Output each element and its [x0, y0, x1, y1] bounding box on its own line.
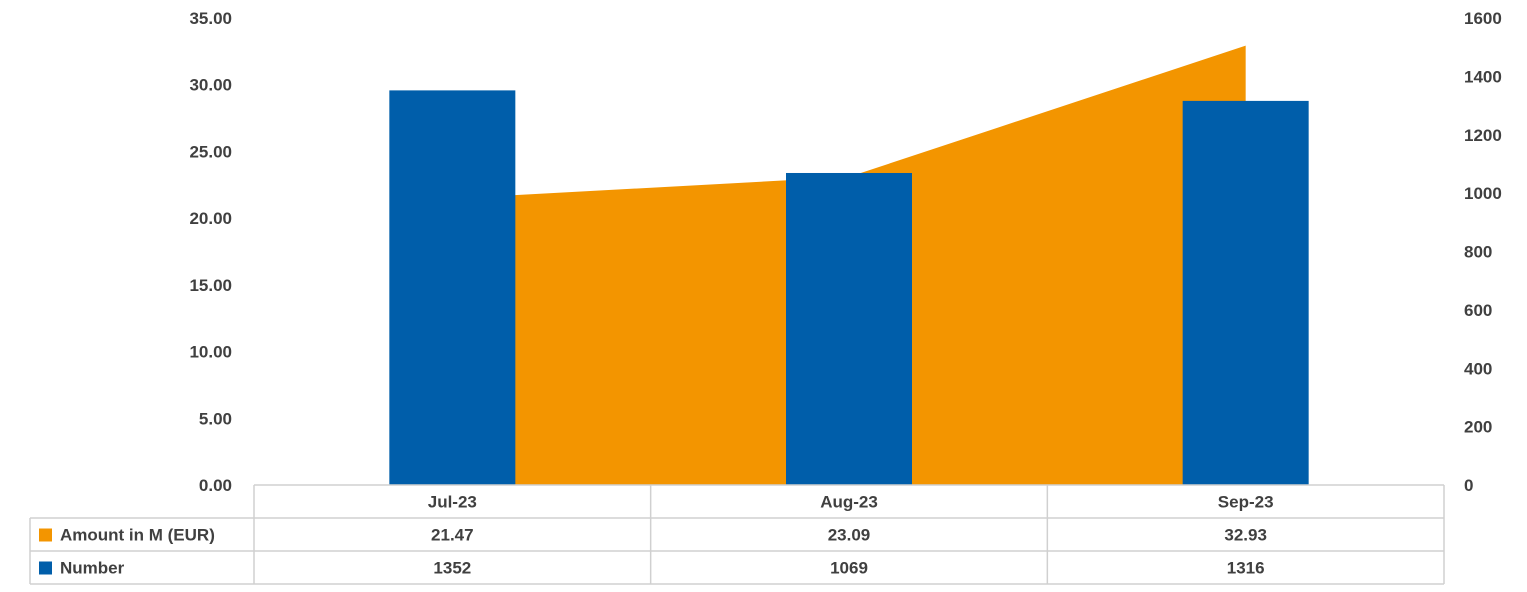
left-axis-tick: 30.00	[189, 76, 232, 95]
bar-number-aug-23	[786, 172, 912, 485]
left-axis-tick: 20.00	[189, 209, 232, 228]
bar-number-sep-23	[1182, 100, 1309, 485]
right-axis-tick: 0	[1464, 476, 1473, 495]
data-table: Jul-23 Aug-23 Sep-23 Amount in M (EUR) 21.47…	[29, 484, 1445, 585]
category-label: Aug-23	[820, 493, 878, 512]
bar-number-jul-23	[389, 90, 516, 485]
data-label: 1069	[830, 559, 868, 578]
left-axis-tick: 15.00	[189, 276, 232, 295]
data-label: 23.09	[828, 526, 871, 545]
row-label: Number	[60, 559, 125, 578]
left-axis-tick: 35.00	[189, 9, 232, 28]
data-label: 21.47	[431, 526, 474, 545]
right-axis-tick: 1400	[1464, 67, 1502, 86]
right-axis-tick: 800	[1464, 243, 1492, 262]
left-axis-tick: 10.00	[189, 343, 232, 362]
bar-layer	[389, 90, 1309, 485]
right-axis-tick: 1600	[1464, 9, 1502, 28]
legend-swatch	[39, 561, 52, 575]
legend-swatch	[39, 528, 52, 542]
row-label: Amount in M (EUR)	[60, 526, 215, 545]
category-label: Jul-23	[428, 493, 477, 512]
data-label: 1316	[1227, 559, 1265, 578]
right-axis-tick: 1000	[1464, 184, 1502, 203]
left-axis-tick: 5.00	[199, 409, 232, 428]
right-axis: 0 200 400 600 800 1000 1200 1400 1600	[1464, 9, 1502, 495]
right-axis-tick: 200	[1464, 418, 1492, 437]
left-axis: 0.00 5.00 10.00 15.00 20.00 25.00 30.00 35.00	[189, 9, 232, 495]
right-axis-tick: 400	[1464, 359, 1492, 378]
left-axis-tick: 25.00	[189, 142, 232, 161]
data-label: 32.93	[1224, 526, 1267, 545]
left-axis-tick: 0.00	[199, 476, 232, 495]
category-label: Sep-23	[1218, 493, 1274, 512]
data-label: 1352	[433, 559, 471, 578]
right-axis-tick: 1200	[1464, 126, 1502, 145]
right-axis-tick: 600	[1464, 301, 1492, 320]
